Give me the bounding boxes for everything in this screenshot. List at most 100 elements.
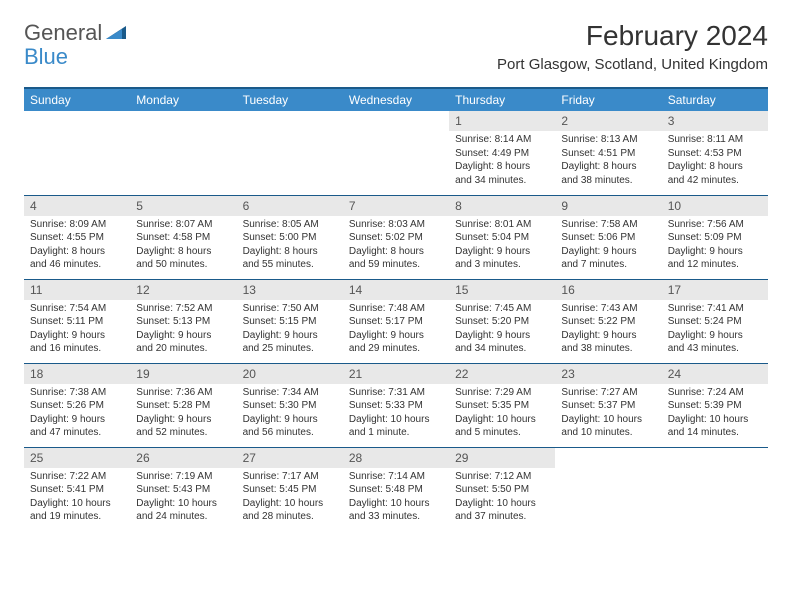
day-number: 5	[130, 196, 236, 216]
page-header: General February 2024 Port Glasgow, Scot…	[24, 20, 768, 73]
sunrise-text: Sunrise: 7:27 AM	[561, 386, 655, 400]
sunrise-text: Sunrise: 7:45 AM	[455, 302, 549, 316]
day-number: 4	[24, 196, 130, 216]
sunrise-text: Sunrise: 7:22 AM	[30, 470, 124, 484]
day-cell: 27Sunrise: 7:17 AMSunset: 5:45 PMDayligh…	[237, 447, 343, 531]
title-block: February 2024 Port Glasgow, Scotland, Un…	[497, 20, 768, 73]
day-number: 1	[449, 111, 555, 131]
day-number: 29	[449, 448, 555, 468]
week-row: 18Sunrise: 7:38 AMSunset: 5:26 PMDayligh…	[24, 363, 768, 447]
weekday-header: Friday	[555, 88, 661, 111]
sunset-text: Sunset: 5:00 PM	[243, 231, 337, 245]
sunrise-text: Sunrise: 8:09 AM	[30, 218, 124, 232]
weekday-header: Sunday	[24, 88, 130, 111]
sunset-text: Sunset: 5:43 PM	[136, 483, 230, 497]
week-row: 4Sunrise: 8:09 AMSunset: 4:55 PMDaylight…	[24, 195, 768, 279]
day-number: 9	[555, 196, 661, 216]
day-cell: 8Sunrise: 8:01 AMSunset: 5:04 PMDaylight…	[449, 195, 555, 279]
sunset-text: Sunset: 5:39 PM	[668, 399, 762, 413]
daylight-text: Daylight: 8 hours and 55 minutes.	[243, 245, 337, 272]
sunrise-text: Sunrise: 7:41 AM	[668, 302, 762, 316]
daylight-text: Daylight: 10 hours and 28 minutes.	[243, 497, 337, 524]
daylight-text: Daylight: 9 hours and 43 minutes.	[668, 329, 762, 356]
sunset-text: Sunset: 5:50 PM	[455, 483, 549, 497]
sunrise-text: Sunrise: 8:11 AM	[668, 133, 762, 147]
day-number: 27	[237, 448, 343, 468]
day-number: 20	[237, 364, 343, 384]
day-number: 3	[662, 111, 768, 131]
day-number: 28	[343, 448, 449, 468]
daylight-text: Daylight: 8 hours and 46 minutes.	[30, 245, 124, 272]
sunset-text: Sunset: 5:41 PM	[30, 483, 124, 497]
sunset-text: Sunset: 5:11 PM	[30, 315, 124, 329]
calendar-body: ....1Sunrise: 8:14 AMSunset: 4:49 PMDayl…	[24, 111, 768, 531]
sunset-text: Sunset: 5:35 PM	[455, 399, 549, 413]
daylight-text: Daylight: 9 hours and 52 minutes.	[136, 413, 230, 440]
daylight-text: Daylight: 9 hours and 20 minutes.	[136, 329, 230, 356]
day-cell: 20Sunrise: 7:34 AMSunset: 5:30 PMDayligh…	[237, 363, 343, 447]
day-number: 19	[130, 364, 236, 384]
sunrise-text: Sunrise: 7:50 AM	[243, 302, 337, 316]
day-cell: 14Sunrise: 7:48 AMSunset: 5:17 PMDayligh…	[343, 279, 449, 363]
sunset-text: Sunset: 4:53 PM	[668, 147, 762, 161]
weekday-row: SundayMondayTuesdayWednesdayThursdayFrid…	[24, 88, 768, 111]
day-number: 26	[130, 448, 236, 468]
day-cell: 10Sunrise: 7:56 AMSunset: 5:09 PMDayligh…	[662, 195, 768, 279]
day-cell: 24Sunrise: 7:24 AMSunset: 5:39 PMDayligh…	[662, 363, 768, 447]
sunrise-text: Sunrise: 7:43 AM	[561, 302, 655, 316]
daylight-text: Daylight: 10 hours and 19 minutes.	[30, 497, 124, 524]
day-cell: 19 Sunrise: 7:36 AMSunset: 5:28 PMDayligh…	[130, 363, 236, 447]
sunset-text: Sunset: 5:17 PM	[349, 315, 443, 329]
sunset-text: Sunset: 5:28 PM	[136, 399, 230, 413]
day-cell: 18Sunrise: 7:38 AMSunset: 5:26 PMDayligh…	[24, 363, 130, 447]
sunrise-text: Sunrise: 8:07 AM	[136, 218, 230, 232]
day-cell: 15Sunrise: 7:45 AMSunset: 5:20 PMDayligh…	[449, 279, 555, 363]
day-cell: 7Sunrise: 8:03 AMSunset: 5:02 PMDaylight…	[343, 195, 449, 279]
daylight-text: Daylight: 9 hours and 3 minutes.	[455, 245, 549, 272]
daylight-text: Daylight: 9 hours and 7 minutes.	[561, 245, 655, 272]
sunrise-text: Sunrise: 8:03 AM	[349, 218, 443, 232]
daylight-text: Daylight: 8 hours and 50 minutes.	[136, 245, 230, 272]
day-number: 14	[343, 280, 449, 300]
day-number: 10	[662, 196, 768, 216]
daylight-text: Daylight: 8 hours and 59 minutes.	[349, 245, 443, 272]
day-number: 6	[237, 196, 343, 216]
sunrise-text: Sunrise: 7:29 AM	[455, 386, 549, 400]
location: Port Glasgow, Scotland, United Kingdom	[497, 56, 768, 73]
sunset-text: Sunset: 5:09 PM	[668, 231, 762, 245]
day-cell: .	[24, 111, 130, 195]
logo-text-blue: Blue	[24, 44, 68, 69]
day-number: 18	[24, 364, 130, 384]
day-cell: 13Sunrise: 7:50 AMSunset: 5:15 PMDayligh…	[237, 279, 343, 363]
sunset-text: Sunset: 5:45 PM	[243, 483, 337, 497]
day-cell: .	[662, 447, 768, 531]
sunset-text: Sunset: 4:58 PM	[136, 231, 230, 245]
day-cell: 9Sunrise: 7:58 AMSunset: 5:06 PMDaylight…	[555, 195, 661, 279]
daylight-text: Daylight: 10 hours and 1 minute.	[349, 413, 443, 440]
sunset-text: Sunset: 5:26 PM	[30, 399, 124, 413]
weekday-header: Wednesday	[343, 88, 449, 111]
sunset-text: Sunset: 5:37 PM	[561, 399, 655, 413]
sunrise-text: Sunrise: 7:19 AM	[136, 470, 230, 484]
weekday-header: Monday	[130, 88, 236, 111]
daylight-text: Daylight: 8 hours and 34 minutes.	[455, 160, 549, 187]
sunrise-text: Sunrise: 7:12 AM	[455, 470, 549, 484]
sunset-text: Sunset: 5:04 PM	[455, 231, 549, 245]
day-cell: .	[555, 447, 661, 531]
daylight-text: Daylight: 9 hours and 25 minutes.	[243, 329, 337, 356]
sunset-text: Sunset: 4:49 PM	[455, 147, 549, 161]
sunrise-text: Sunrise: 8:13 AM	[561, 133, 655, 147]
day-number: 12	[130, 280, 236, 300]
day-cell: 12Sunrise: 7:52 AMSunset: 5:13 PMDayligh…	[130, 279, 236, 363]
sunrise-text: Sunrise: 8:05 AM	[243, 218, 337, 232]
logo-triangle-icon	[106, 23, 126, 44]
sunrise-text: Sunrise: 7:36 AM	[136, 386, 230, 400]
day-cell: 23Sunrise: 7:27 AMSunset: 5:37 PMDayligh…	[555, 363, 661, 447]
week-row: 25Sunrise: 7:22 AMSunset: 5:41 PMDayligh…	[24, 447, 768, 531]
day-number: 7	[343, 196, 449, 216]
sunset-text: Sunset: 5:20 PM	[455, 315, 549, 329]
day-number: 25	[24, 448, 130, 468]
day-number: 2	[555, 111, 661, 131]
daylight-text: Daylight: 9 hours and 29 minutes.	[349, 329, 443, 356]
day-cell: 16Sunrise: 7:43 AMSunset: 5:22 PMDayligh…	[555, 279, 661, 363]
